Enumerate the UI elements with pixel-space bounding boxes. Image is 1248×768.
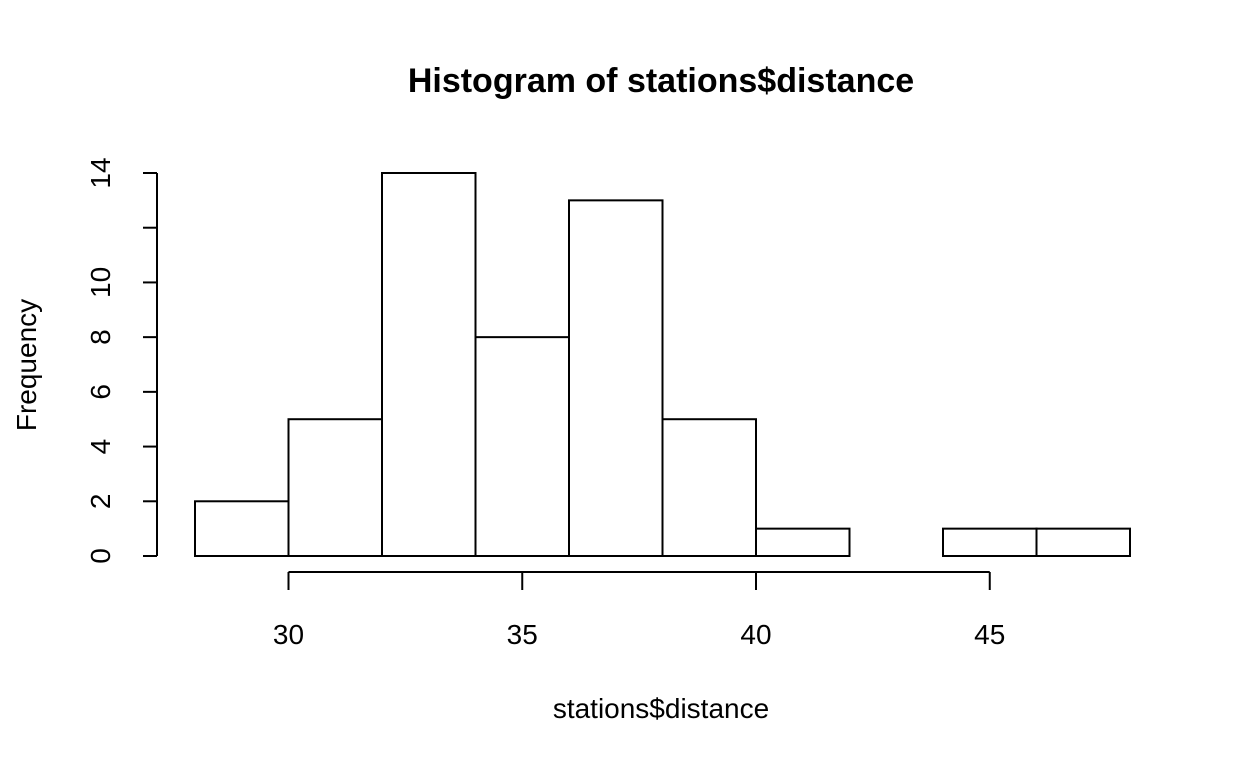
y-tick-label-4: 4 [85,439,116,455]
histogram-bar-38-40 [661,418,757,558]
bars-group [194,172,1131,558]
histogram-bar-28-30 [194,500,290,557]
y-tick-label-8: 8 [85,329,116,345]
histogram-bar-34-36 [474,336,570,557]
y-tick-label-14: 14 [85,157,116,188]
histogram-bar-30-32 [287,418,383,558]
histogram-bar-46-48 [1035,527,1131,558]
x-tick-label-35: 35 [507,619,538,650]
y-tick-label-2: 2 [85,493,116,509]
x-tick-label-30: 30 [273,619,304,650]
y-tick-label-6: 6 [85,384,116,400]
histogram-bar-40-42 [755,527,851,558]
histogram-bar-36-38 [568,199,664,557]
x-axis-label: stations$distance [553,693,769,724]
y-tick-label-0: 0 [85,548,116,564]
histogram-bar-44-46 [942,527,1038,558]
x-tick-label-45: 45 [974,619,1005,650]
x-axis: 30 35 40 45 [273,571,1005,650]
y-axis: 0 2 4 6 8 10 14 [85,157,158,564]
y-tick-label-10: 10 [85,267,116,298]
histogram-bar-32-34 [381,172,477,557]
y-axis-label: Frequency [11,299,42,431]
chart-title: Histogram of stations$distance [408,62,914,100]
x-tick-label-40: 40 [740,619,771,650]
